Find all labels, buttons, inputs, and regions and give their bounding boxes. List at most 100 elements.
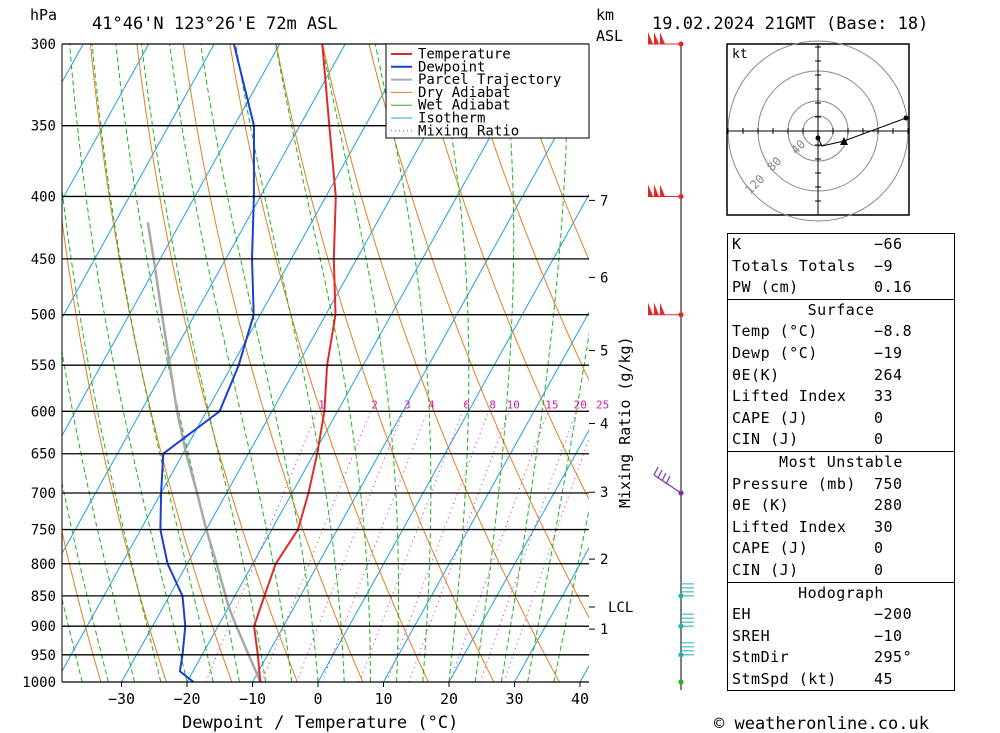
pressure-tick-label: 550 [31,358,56,374]
mixing-ratio-line [449,411,549,682]
dewpoint-line [159,44,256,682]
dry-adiabat-line [414,44,589,501]
x-tick-label: 40 [571,690,589,708]
legend-entry: Mixing Ratio [418,123,519,139]
wind-barb-pennant [654,32,659,44]
pressure-tick-label: 800 [31,557,56,573]
km-tick-label: 2 [600,552,608,568]
stat-row: EH −200 [728,604,954,626]
stat-value: 30 [874,517,894,536]
stat-label: K [732,235,742,253]
legend-box [385,43,590,139]
dry-adiabat-line [275,44,495,682]
legend-entry: Wet Adiabat [418,98,511,114]
surface-box: Surface Temp (°C) −8.8 Dewp (°C) −19 θE(K) 26… [727,298,955,452]
stat-value: 280 [874,496,903,515]
pressure-tick-label: 850 [31,589,56,605]
mixing-ratio-line [205,411,318,682]
wet-adiabat-line [500,44,568,682]
isotherm-line [121,44,477,682]
stat-label: CIN (J) [732,430,799,449]
wet-adiabat-line [527,331,589,682]
hodograph-stats-box: Hodograph EH −200 SREH −10 StmDir 295° StmSpd … [727,581,955,692]
stat-row: Pressure (mb) 750 [728,474,954,496]
km-label: km [596,6,614,24]
stat-value: 45 [874,669,894,688]
mixing-ratio-line [503,437,589,682]
wet-adiabat-line [235,44,345,682]
pressure-tick-label: 900 [31,619,56,635]
stat-row: Lifted Index 30 [728,517,954,539]
stat-value: 0 [874,430,884,449]
stat-row: K −66 [728,234,954,256]
hodograph-unit-label: kt [732,47,748,62]
wind-level-marker [678,679,684,685]
most-unstable-box: Most Unstable Pressure (mb) 750 θE (K) 280 L… [727,450,955,583]
km-tick-label: 6 [600,270,608,286]
stat-label: PW (cm) [732,278,799,297]
stat-value: −8.8 [874,322,913,341]
wet-adiabat-line [169,44,293,682]
km-tick-label: 3 [600,485,608,501]
wind-barb-pennant [654,184,659,197]
pressure-tick-label: 750 [31,523,56,539]
stat-value: −66 [874,235,903,253]
wind-barb-feather [653,466,659,476]
surface-title: Surface [807,300,875,319]
x-tick-label: 20 [440,690,458,708]
mixing-ratio-label: 1 [318,398,325,411]
wet-adiabat-line [435,44,470,682]
stat-row: PW (cm) 0.16 [728,277,954,299]
stat-label: Pressure (mb) [732,474,856,493]
stat-label: Dewp (°C) [732,343,818,362]
stat-label: Temp (°C) [732,322,818,341]
stat-label: θE (K) [732,496,790,515]
stat-row: StmSpd (kt) 45 [728,669,954,691]
dry-adiabat-line [62,529,102,682]
stat-label: StmDir [732,648,790,667]
hpa-label: hPa [30,6,57,24]
isotherm-line [62,44,150,202]
datetime-title: 19.02.2024 21GMT (Base: 18) [652,14,928,34]
km-tick-label: 4 [600,417,608,433]
x-tick-label: 0 [313,690,322,708]
wet-adiabat-line [62,186,162,682]
mixing-ratio-label: 25 [596,398,609,411]
isotherm-line [514,546,589,682]
stat-row: θE(K) 264 [728,365,954,387]
wet-adiabat-line [553,507,589,682]
mixing-ratio-label: 10 [507,398,520,411]
legend-entry: Parcel Trajectory [418,72,561,88]
stat-value: 0 [874,408,884,427]
stat-value: 0 [874,539,884,558]
stat-value: 0.16 [874,278,913,297]
legend-entry: Temperature [418,47,511,63]
storm-motion-marker [840,137,848,145]
dry-adiabat-line [461,44,589,382]
mixing-ratio-label: 4 [428,398,435,411]
dry-adiabat-line [368,44,589,619]
stat-value: −19 [874,343,903,362]
stat-label: Lifted Index [732,387,847,406]
wet-adiabat-line [62,480,109,682]
stat-value: 33 [874,387,894,406]
legend-entry: Isotherm [418,111,485,127]
pressure-tick-label: 350 [31,119,56,135]
mixing-ratio-label: 20 [574,398,587,411]
stat-label: EH [732,605,752,624]
stat-label: CIN (J) [732,560,799,579]
dry-adiabat-line [229,44,429,682]
wind-barb-pennant [648,32,653,44]
wind-barb-feather [661,472,667,482]
hodograph-trace [817,117,907,147]
stat-value: −9 [874,256,894,275]
mixing-ratio-label: 6 [463,398,470,411]
indices-box: K −66 Totals Totals −9 PW (cm) 0.16 [727,233,955,300]
pressure-tick-label: 650 [31,447,56,463]
x-tick-label: −30 [108,690,135,708]
wet-adiabat-line [474,44,515,682]
stat-row: StmDir 295° [728,647,954,669]
x-tick-label: −20 [173,690,200,708]
wind-barb-pennant [660,32,665,44]
